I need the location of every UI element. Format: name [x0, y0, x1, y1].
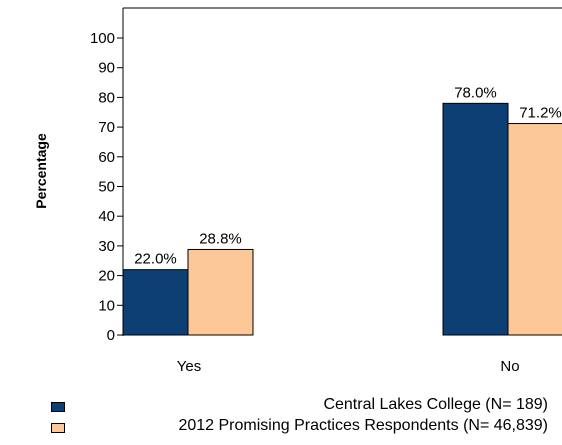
y-tick-label: 100: [90, 30, 115, 47]
y-tick-label: 90: [98, 60, 115, 77]
legend-label-series-2: 2012 Promising Practices Respondents (N=…: [178, 417, 548, 434]
legend-label-series-1: Central Lakes College (N= 189): [323, 396, 548, 413]
y-tick-label: 70: [98, 119, 115, 136]
y-tick-label: 20: [98, 268, 115, 285]
legend-item: Central Lakes College (N= 189): [0, 396, 562, 417]
data-label-no-series-1: 78.0%: [454, 84, 497, 101]
x-tick-label-yes: Yes: [177, 358, 201, 375]
bar-yes-series-1: [122, 269, 189, 336]
bar-no-series-1: [442, 102, 509, 336]
data-label-no-series-2: 71.2%: [519, 105, 562, 122]
legend-item: 2012 Promising Practices Respondents (N=…: [0, 417, 562, 438]
legend-swatch-series-2: [51, 423, 65, 433]
y-tick-label: 60: [98, 149, 115, 166]
data-label-yes-series-1: 22.0%: [134, 251, 177, 268]
y-tick-label: 0: [107, 327, 115, 344]
y-axis-label: Percentage: [33, 133, 49, 209]
bar-yes-series-2: [187, 248, 254, 336]
y-tick-label: 10: [98, 297, 115, 314]
y-tick-label: 50: [98, 179, 115, 196]
plot-area: 0 10 20 30 40 50 60 70 80 90 100 22.0% 28.8% Yes 78.0%…: [90, 7, 562, 375]
legend: Central Lakes College (N= 189) 2012 Prom…: [0, 396, 562, 438]
y-tick-label: 40: [98, 208, 115, 225]
legend-swatch-series-1: [51, 402, 65, 412]
y-tick-label: 30: [98, 238, 115, 255]
data-label-yes-series-2: 28.8%: [199, 230, 242, 247]
x-tick-label-no: No: [500, 358, 519, 375]
bar-no-series-2: [507, 123, 562, 336]
y-tick-label: 80: [98, 89, 115, 106]
